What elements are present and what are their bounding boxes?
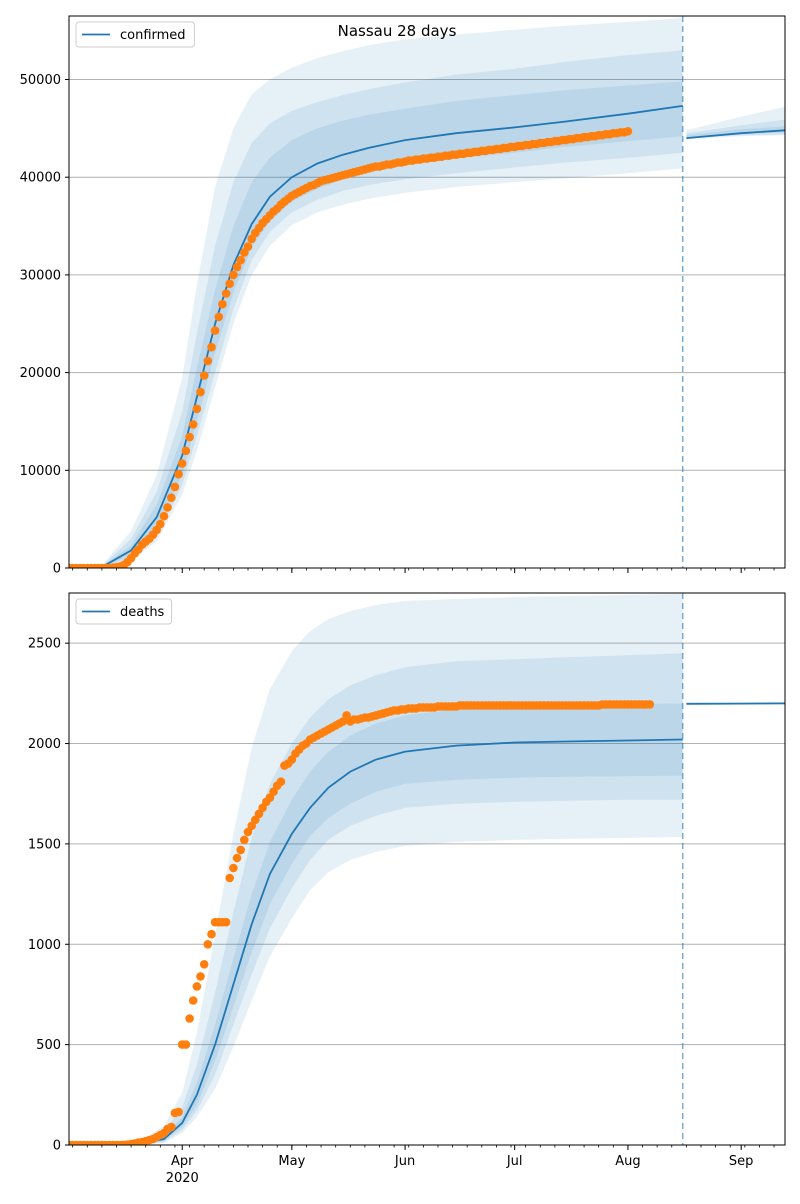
observed-point (233, 854, 242, 863)
observed-point (174, 470, 183, 479)
observed-point (200, 960, 209, 969)
observed-point (182, 447, 191, 456)
x-year-label: 2020 (166, 1171, 199, 1186)
legend: confirmed (76, 22, 194, 47)
observed-point (225, 874, 234, 883)
observed-point (215, 313, 224, 322)
observed-point (204, 940, 213, 949)
observed-point (222, 918, 231, 927)
legend-label: deaths (120, 605, 165, 620)
observed-point (277, 777, 286, 786)
y-tick-label: 500 (36, 1038, 61, 1053)
plot-area (65, 593, 785, 1149)
observed-point (244, 242, 253, 251)
x-tick-label: Apr (171, 1154, 194, 1169)
legend-label: confirmed (120, 28, 186, 43)
observed-point (225, 279, 234, 288)
observed-point (229, 864, 238, 873)
legend: deaths (76, 599, 172, 624)
observed-point (196, 972, 205, 981)
y-tick-label: 0 (53, 562, 61, 577)
y-tick-label: 20000 (20, 366, 61, 381)
y-tick-label: 2500 (28, 637, 61, 652)
y-tick-label: 0 (53, 1139, 61, 1154)
y-tick-label: 1000 (28, 938, 61, 953)
observed-point (182, 1040, 191, 1049)
observed-point (236, 256, 245, 265)
y-tick-label: 10000 (20, 464, 61, 479)
observed-point (185, 1014, 194, 1023)
y-tick-label: 1500 (28, 837, 61, 852)
observed-point (218, 300, 227, 309)
x-tick-label: Aug (615, 1154, 640, 1169)
observed-point (207, 343, 216, 352)
observed-point (200, 371, 209, 380)
observed-point (174, 1108, 183, 1117)
observed-point (193, 982, 202, 991)
band-50-pre (69, 703, 683, 1145)
observed-point (193, 405, 202, 414)
panel-1: 0 10000 20000 30000 40000 50000 confirmed (20, 16, 785, 577)
observed-point (624, 127, 633, 136)
observed-point (178, 459, 187, 468)
observed-point (160, 512, 169, 521)
observed-point (204, 357, 213, 366)
observed-point (211, 326, 220, 335)
plot-area (65, 16, 785, 572)
observed-point (646, 700, 655, 709)
observed-point (185, 433, 194, 442)
observed-point (156, 520, 165, 529)
observed-point (189, 420, 198, 429)
observed-point (207, 930, 216, 939)
panel-2: 0 500 1000 1500 2000 2500 Apr 2020 May Jun Jul Aug S… (28, 593, 785, 1186)
observed-point (189, 996, 198, 1005)
observed-point (236, 846, 245, 855)
observed-point (167, 493, 176, 502)
y-tick-label: 40000 (20, 171, 61, 186)
observed-point (229, 271, 238, 280)
observed-point (222, 289, 231, 298)
x-tick-label: May (278, 1154, 305, 1169)
x-tick-label: Jun (394, 1154, 415, 1169)
y-tick-label: 2000 (28, 737, 61, 752)
y-tick-label: 30000 (20, 268, 61, 283)
x-tick-label: Jul (506, 1154, 523, 1169)
x-tick-label: Sep (729, 1154, 754, 1169)
observed-point (163, 503, 172, 512)
observed-point (240, 836, 249, 845)
observed-point (196, 388, 205, 397)
figure-title: Nassau 28 days (338, 22, 457, 40)
observed-point (167, 1123, 176, 1132)
y-tick-label: 50000 (20, 73, 61, 88)
observed-point (171, 483, 180, 492)
